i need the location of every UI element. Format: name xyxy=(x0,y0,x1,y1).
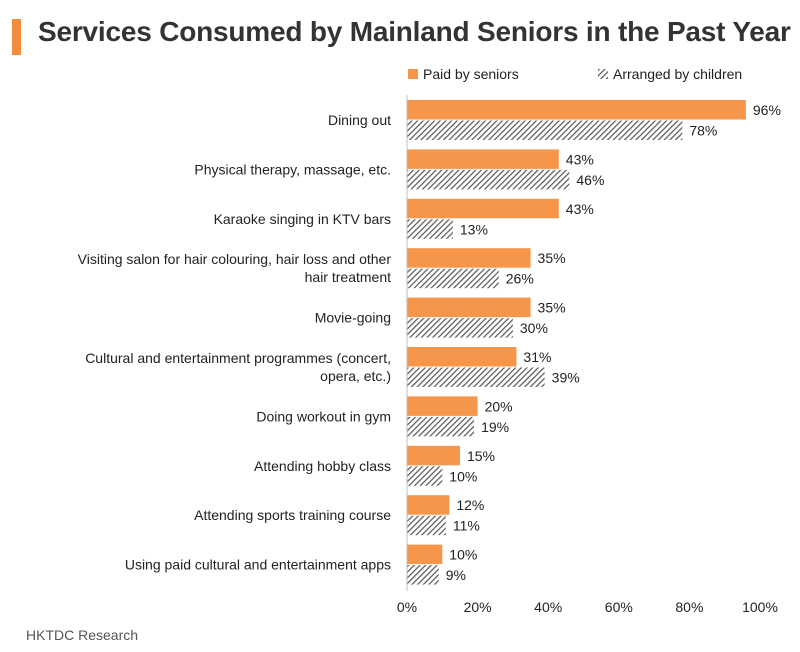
data-label-children: 39% xyxy=(552,370,580,386)
category-label: Visiting salon for hair colouring, hair … xyxy=(78,251,392,267)
x-tick-label: 60% xyxy=(605,599,633,615)
category-label: hair treatment xyxy=(305,269,391,285)
legend-swatch-children xyxy=(598,69,608,79)
category-label: opera, etc.) xyxy=(320,368,391,384)
bar-children xyxy=(407,515,446,536)
x-tick-label: 80% xyxy=(675,599,703,615)
bar-children xyxy=(407,219,453,239)
data-label-seniors: 35% xyxy=(538,250,566,266)
bar-seniors xyxy=(407,495,450,515)
legend-label-children: Arranged by children xyxy=(613,66,742,82)
bar-children xyxy=(407,169,570,190)
chart-title: Services Consumed by Mainland Seniors in… xyxy=(38,16,791,47)
bar-children xyxy=(407,565,439,585)
x-tick-label: 40% xyxy=(534,599,562,615)
data-label-seniors: 31% xyxy=(523,349,551,365)
legend-swatch-seniors xyxy=(408,69,418,79)
bar-seniors xyxy=(407,248,531,268)
bar-seniors xyxy=(407,396,478,416)
bar-seniors xyxy=(407,100,746,120)
bar-children xyxy=(407,120,683,140)
data-label-seniors: 35% xyxy=(538,300,566,316)
bar-seniors xyxy=(407,347,517,367)
source-note: HKTDC Research xyxy=(26,627,139,643)
data-label-children: 13% xyxy=(460,221,488,237)
category-label: Doing workout in gym xyxy=(256,408,391,424)
data-label-seniors: 15% xyxy=(467,448,495,464)
data-label-seniors: 43% xyxy=(566,151,594,167)
x-tick-label: 100% xyxy=(742,599,778,615)
data-label-children: 11% xyxy=(453,518,480,534)
data-label-children: 10% xyxy=(449,468,477,484)
bar-seniors xyxy=(407,198,559,219)
category-label: Movie-going xyxy=(315,310,391,326)
data-label-seniors: 43% xyxy=(566,201,594,217)
data-label-children: 30% xyxy=(520,320,548,336)
data-label-children: 19% xyxy=(481,419,509,435)
title-accent-bar xyxy=(12,19,21,55)
category-label: Using paid cultural and entertainment ap… xyxy=(125,557,391,573)
bar-children xyxy=(407,318,513,338)
category-label: Karaoke singing in KTV bars xyxy=(214,211,391,227)
bar-seniors xyxy=(407,149,559,169)
data-label-children: 78% xyxy=(689,123,717,139)
data-label-seniors: 10% xyxy=(449,547,477,563)
data-label-seniors: 20% xyxy=(485,398,513,414)
bar-children xyxy=(407,466,443,486)
bar-seniors xyxy=(407,445,460,466)
data-label-seniors: 96% xyxy=(753,102,781,118)
category-label: Attending hobby class xyxy=(254,458,391,474)
category-label: Physical therapy, massage, etc. xyxy=(194,161,391,177)
data-label-children: 9% xyxy=(446,567,466,583)
bar-children xyxy=(407,416,475,437)
data-label-children: 26% xyxy=(506,271,534,287)
category-label: Cultural and entertainment programmes (c… xyxy=(85,350,391,366)
data-label-seniors: 12% xyxy=(456,497,484,513)
bar-children xyxy=(407,367,545,387)
data-label-children: 46% xyxy=(576,172,604,188)
category-label: Attending sports training course xyxy=(194,507,391,523)
legend-label-seniors: Paid by seniors xyxy=(423,66,519,82)
x-tick-label: 20% xyxy=(464,599,492,615)
x-tick-label: 0% xyxy=(397,599,417,615)
bar-seniors xyxy=(407,544,443,565)
bar-seniors xyxy=(407,297,531,318)
category-label: Dining out xyxy=(328,112,391,128)
bar-children xyxy=(407,268,499,289)
